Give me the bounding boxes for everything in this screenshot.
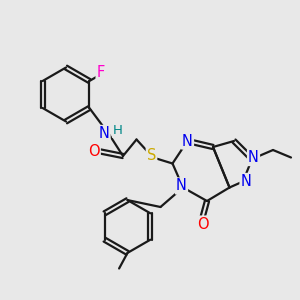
Text: N: N	[241, 174, 251, 189]
Text: N: N	[248, 150, 259, 165]
Text: H: H	[113, 124, 123, 137]
Text: N: N	[176, 178, 187, 194]
Text: F: F	[97, 65, 105, 80]
Text: N: N	[182, 134, 193, 148]
Text: S: S	[147, 148, 156, 163]
Text: O: O	[197, 217, 208, 232]
Text: O: O	[88, 144, 100, 159]
Text: N: N	[99, 126, 110, 141]
